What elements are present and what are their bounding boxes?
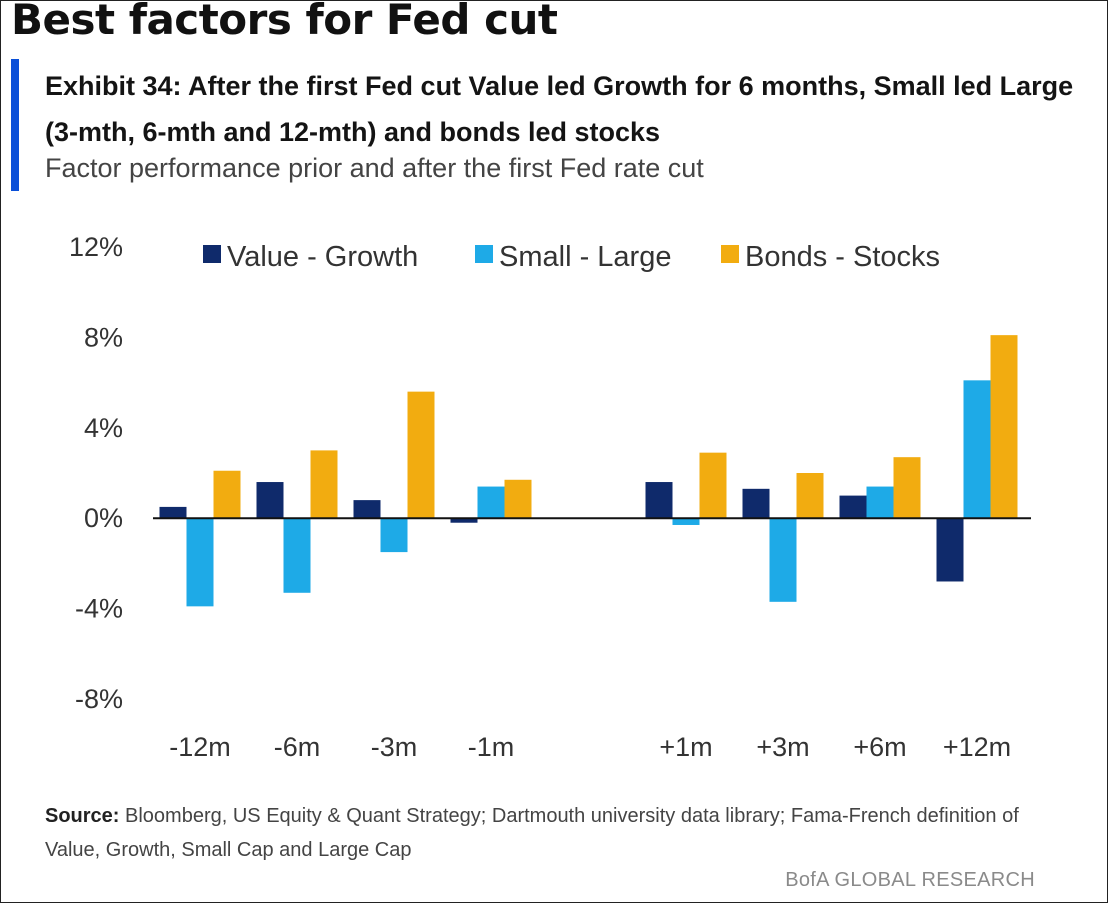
bar-bonds-stocks--6m [310,450,338,519]
bar-small-large-+12m [963,380,991,519]
bar-value-growth-+12m [936,518,964,582]
bar-small-large--6m [283,518,311,593]
bar-bonds-stocks-+6m [893,457,921,519]
bar-bonds-stocks--3m [407,391,435,519]
y-tick-label: 8% [84,322,123,352]
bar-value-growth--6m [256,482,284,519]
source-note: Source: Bloomberg, US Equity & Quant Str… [45,799,1055,867]
bar-bonds-stocks-+3m [796,473,824,519]
bar-bonds-stocks--1m [504,479,532,519]
source-text: Bloomberg, US Equity & Quant Strategy; D… [45,805,1019,861]
bar-small-large--1m [477,486,505,519]
bar-chart: 12% 8% 4% 0% -4% -8% -12m -6m -3m -1m +1m +3m +6m +12… [69,232,1031,762]
x-category-label: +6m [853,732,906,762]
bar-value-growth-+3m [742,488,770,519]
x-category-label: +1m [659,732,712,762]
y-tick-label: -8% [75,684,123,714]
legend-label: Small - Large [499,241,671,273]
brand-footer: BofA GLOBAL RESEARCH [785,869,1035,891]
bar-bonds-stocks--12m [213,470,241,519]
bar-small-large--3m [380,518,408,553]
bar-value-growth--1m [450,518,478,523]
x-category-label: +12m [943,732,1011,762]
legend-label: Bonds - Stocks [745,241,940,273]
page-title: Best factors for Fed cut [11,0,558,44]
bar-value-growth--12m [159,506,187,519]
y-tick-label: 12% [69,232,123,262]
y-tick-label: 0% [84,503,123,533]
source-label: Source: [45,805,120,827]
bar-value-growth-+6m [839,495,867,519]
x-category-label: -12m [169,732,231,762]
bar-bonds-stocks-+12m [990,335,1018,519]
bar-value-growth-+1m [645,482,673,519]
legend-label: Value - Growth [227,241,418,273]
bar-bonds-stocks-+1m [699,452,727,519]
bar-value-growth--3m [353,500,381,519]
legend-swatch [721,245,739,263]
bar-small-large--12m [186,518,214,607]
x-category-label: -6m [274,732,321,762]
y-tick-label: 4% [84,413,123,443]
x-category-label: -1m [468,732,515,762]
x-category-label: +3m [756,732,809,762]
exhibit-title: Exhibit 34: After the first Fed cut Valu… [45,71,1074,147]
legend-swatch [203,245,221,263]
bar-small-large-+6m [866,486,894,519]
legend-swatch [475,245,493,263]
x-category-label: -3m [371,732,418,762]
y-tick-label: -4% [75,594,123,624]
exhibit-subtitle: Factor performance prior and after the f… [45,153,704,183]
bar-small-large-+1m [672,518,700,525]
bar-small-large-+3m [769,518,797,602]
accent-bar [11,59,19,191]
